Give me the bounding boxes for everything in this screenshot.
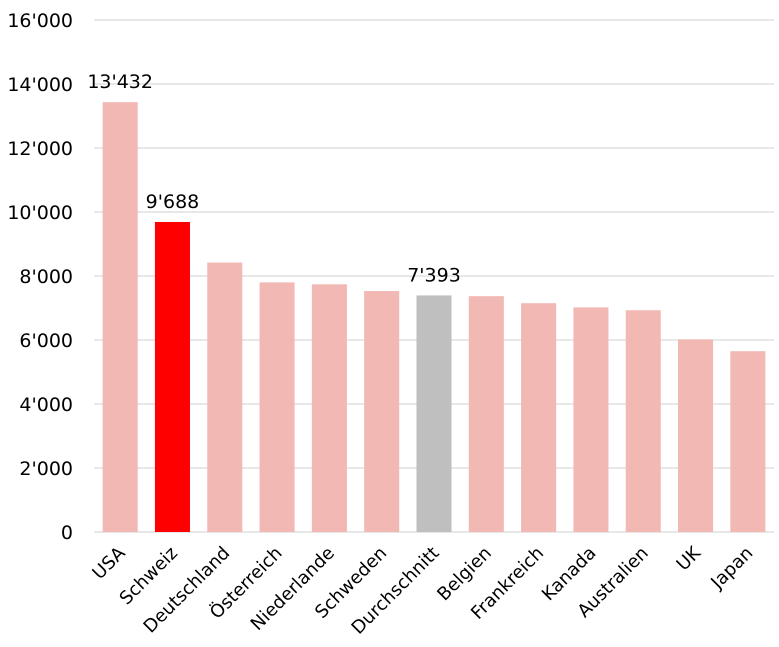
bar-uk: [678, 339, 714, 532]
bar-frankreich: [521, 303, 557, 532]
y-tick-label: 2'000: [19, 458, 73, 480]
x-category-label: Japan: [706, 543, 757, 594]
y-tick-label: 14'000: [7, 74, 73, 96]
y-tick-label: 6'000: [19, 330, 73, 352]
data-label: 7'393: [407, 264, 461, 286]
bar-kanada: [573, 307, 609, 532]
bar-australien: [625, 310, 661, 532]
bar-schweiz: [154, 221, 190, 532]
bar-japan: [730, 351, 766, 532]
bar-schweden: [364, 291, 400, 532]
bar-durchschnitt: [416, 295, 452, 532]
x-category-label: UK: [673, 542, 706, 575]
y-tick-label: 8'000: [19, 266, 73, 288]
y-tick-label: 0: [61, 522, 73, 544]
data-label: 9'688: [146, 191, 200, 213]
bar-belgien: [468, 296, 504, 532]
bar-deutschland: [207, 262, 243, 532]
y-tick-label: 4'000: [19, 394, 73, 416]
bar-usa: [102, 102, 138, 533]
bar--sterreich: [259, 282, 295, 532]
bar-niederlande: [311, 284, 347, 532]
y-tick-label: 12'000: [7, 138, 73, 160]
data-label: 13'432: [87, 71, 153, 93]
x-category-label: USA: [89, 542, 131, 584]
y-tick-label: 16'000: [7, 10, 73, 32]
y-tick-label: 10'000: [7, 202, 73, 224]
